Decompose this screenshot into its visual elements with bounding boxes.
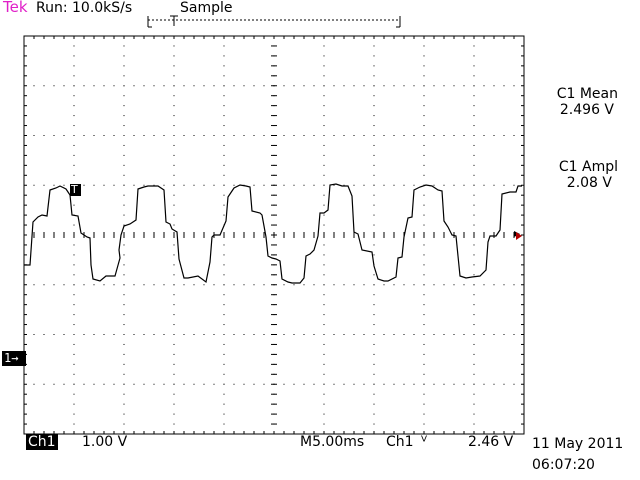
record-window-bracket <box>147 15 401 28</box>
measurement-2-value: 2.08 V <box>566 175 612 191</box>
measurement-1-label: C1 Mean <box>556 86 618 102</box>
volts-per-div: 1.00 V <box>82 434 128 450</box>
acquisition-mode: Sample <box>180 0 233 16</box>
trigger-flag-label: T <box>71 183 78 196</box>
time-display: 06:07:20 <box>532 457 595 473</box>
trigger-source: Ch1 <box>386 434 414 450</box>
graticule-center-axes <box>23 35 525 435</box>
ch1-waveform <box>24 183 522 284</box>
trigger-level: 2.46 V <box>468 434 514 450</box>
trigger-flag-icon <box>70 184 81 196</box>
timebase: M5.00ms <box>300 434 365 450</box>
trigger-level-marker <box>516 232 522 240</box>
channel-indicator: Ch1 <box>26 434 58 450</box>
channel-1-ground-arrow-icon <box>2 351 26 366</box>
channel-1-marker-label: 1→ <box>4 351 19 365</box>
measurement-2-label: C1 Ampl <box>558 159 618 175</box>
brand-logo: Tek <box>3 0 28 16</box>
falling-edge-icon: ⱽ <box>421 434 428 450</box>
date-display: 11 May 2011 <box>532 436 624 452</box>
run-status: Run: 10.0kS/s <box>36 0 133 16</box>
measurement-1-value: 2.496 V <box>559 102 614 118</box>
